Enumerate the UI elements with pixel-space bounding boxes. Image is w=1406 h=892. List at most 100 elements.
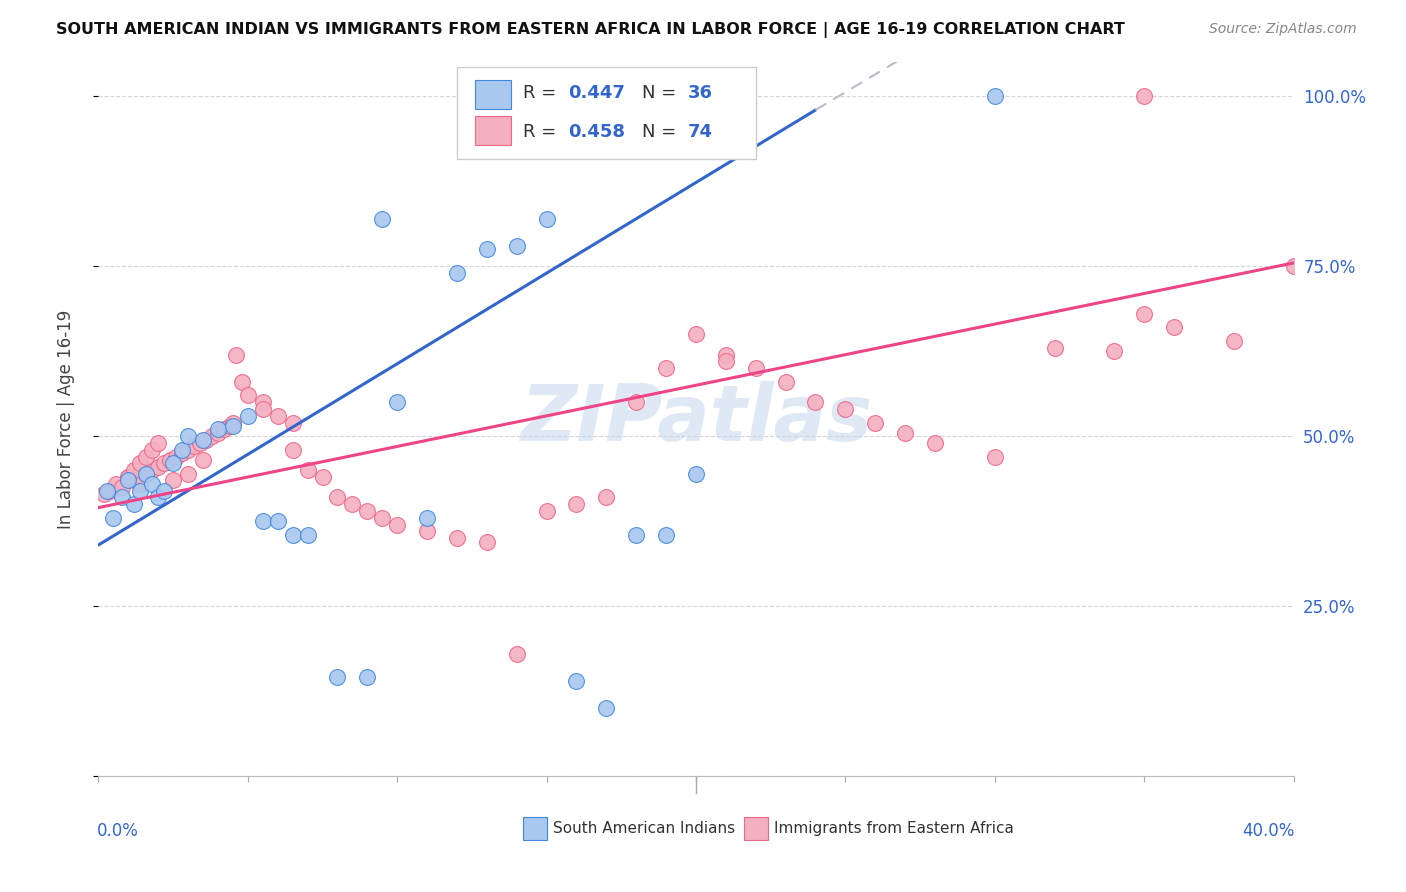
Point <box>183 439 205 453</box>
Point <box>371 211 394 226</box>
Point <box>1282 260 1305 274</box>
Text: 0.458: 0.458 <box>568 123 626 141</box>
Point <box>191 453 214 467</box>
Point <box>1104 344 1126 359</box>
Point <box>834 402 856 417</box>
Bar <box>475 116 510 145</box>
Point <box>685 467 707 481</box>
Bar <box>744 817 768 840</box>
Text: Immigrants from Eastern Africa: Immigrants from Eastern Africa <box>773 822 1014 837</box>
Text: N =: N = <box>643 123 682 141</box>
Point <box>191 433 214 447</box>
Point <box>685 327 707 342</box>
Point <box>177 442 200 457</box>
Point <box>1163 320 1185 334</box>
Point <box>195 433 218 447</box>
Point <box>162 474 184 488</box>
Point <box>96 483 118 498</box>
Point <box>172 446 194 460</box>
Point <box>267 514 290 528</box>
Point <box>236 388 259 402</box>
Point <box>172 442 194 457</box>
Point <box>446 531 468 545</box>
Point <box>135 450 157 464</box>
Point <box>207 422 229 436</box>
Text: 74: 74 <box>688 123 713 141</box>
Text: R =: R = <box>523 123 561 141</box>
Point <box>626 528 648 542</box>
Point <box>148 436 170 450</box>
Point <box>267 409 290 423</box>
Point <box>416 510 439 524</box>
Point <box>148 459 170 474</box>
Bar <box>523 817 547 840</box>
Point <box>135 467 157 481</box>
Point <box>281 442 304 457</box>
Point <box>565 497 588 511</box>
Point <box>117 474 139 488</box>
Point <box>219 419 242 434</box>
Text: ZIPatlas: ZIPatlas <box>520 381 872 458</box>
Point <box>356 504 378 518</box>
Point <box>188 436 211 450</box>
Text: 0.447: 0.447 <box>568 84 626 102</box>
Point <box>141 476 163 491</box>
Point <box>124 463 146 477</box>
Point <box>93 487 115 501</box>
Point <box>297 528 319 542</box>
Point <box>1133 307 1156 321</box>
Point <box>326 491 349 505</box>
Point <box>804 395 827 409</box>
Point <box>475 243 498 257</box>
Point <box>626 395 648 409</box>
Point <box>446 266 468 280</box>
Point <box>745 361 768 376</box>
Text: N =: N = <box>643 84 682 102</box>
Bar <box>475 80 510 109</box>
Text: South American Indians: South American Indians <box>553 822 735 837</box>
Point <box>225 348 247 362</box>
Point <box>281 416 304 430</box>
Point <box>111 491 134 505</box>
Point <box>297 463 319 477</box>
Point <box>595 701 617 715</box>
Point <box>475 534 498 549</box>
Point <box>135 467 157 481</box>
Point <box>984 450 1007 464</box>
Point <box>98 483 122 498</box>
Point <box>129 476 152 491</box>
Point <box>894 425 917 440</box>
Point <box>177 429 200 443</box>
FancyBboxPatch shape <box>457 68 756 159</box>
Point <box>714 348 737 362</box>
Point <box>129 483 152 498</box>
Point <box>714 354 737 368</box>
Point <box>416 524 439 539</box>
Point <box>222 416 245 430</box>
Point <box>342 497 364 511</box>
Point <box>148 491 170 505</box>
Point <box>356 671 378 685</box>
Point <box>252 395 274 409</box>
Point <box>311 470 333 484</box>
Point <box>165 450 187 464</box>
Point <box>506 239 529 253</box>
Point <box>775 375 797 389</box>
Text: 0.0%: 0.0% <box>97 822 139 840</box>
Point <box>153 483 176 498</box>
Point <box>281 528 304 542</box>
Text: Source: ZipAtlas.com: Source: ZipAtlas.com <box>1209 22 1357 37</box>
Point <box>117 470 139 484</box>
Point <box>153 457 176 471</box>
Point <box>231 375 253 389</box>
Point <box>236 409 259 423</box>
Point <box>385 395 409 409</box>
Point <box>201 429 224 443</box>
Point <box>655 361 678 376</box>
Text: 40.0%: 40.0% <box>1243 822 1295 840</box>
Point <box>385 517 409 532</box>
Y-axis label: In Labor Force | Age 16-19: In Labor Force | Age 16-19 <box>56 310 75 529</box>
Point <box>1223 334 1246 348</box>
Point <box>924 436 946 450</box>
Point <box>655 528 678 542</box>
